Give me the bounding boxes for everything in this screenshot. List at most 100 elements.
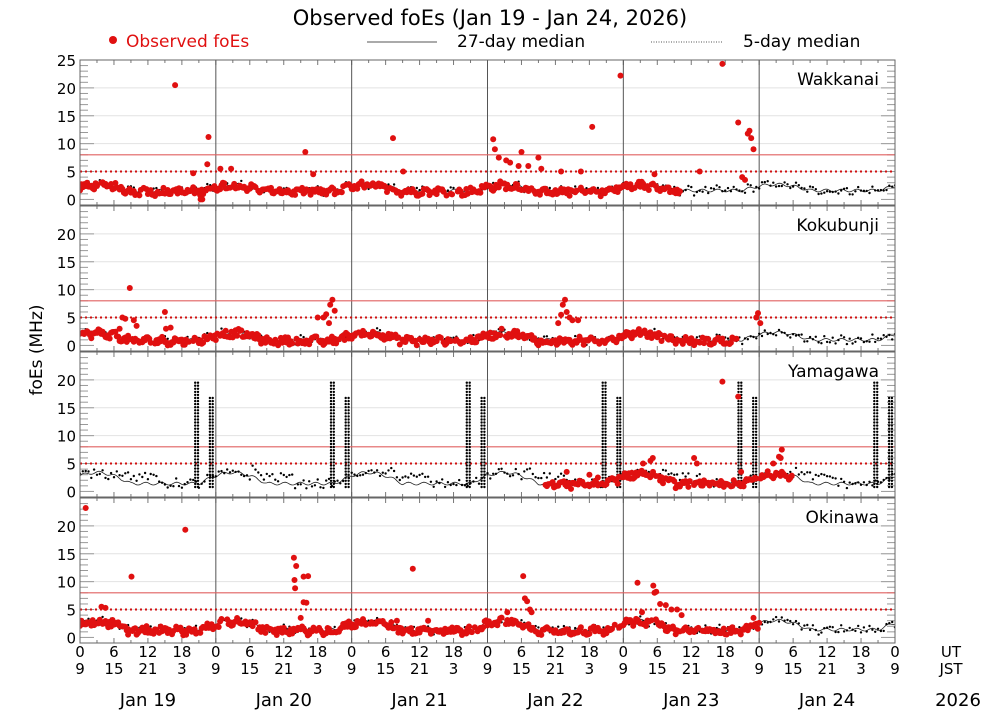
observed-point <box>719 335 726 342</box>
median-5day-spike-point <box>619 461 622 464</box>
median-5day-spike-point <box>194 467 197 470</box>
median-5day-point <box>806 190 809 193</box>
observed-point <box>649 455 656 461</box>
observed-point <box>221 180 228 187</box>
median-5day-spike-point <box>465 485 468 489</box>
median-5day-spike-point <box>604 393 607 397</box>
median-5day-spike-point <box>740 436 743 440</box>
median-5day-spike-point <box>604 442 607 446</box>
median-5day-point <box>392 183 396 186</box>
median-5day-spike-point <box>890 399 894 403</box>
median-5day-point <box>214 475 217 478</box>
median-5day-point <box>828 475 832 478</box>
median-5day-spike-point <box>873 427 876 430</box>
median-5day-spike-point <box>211 421 214 424</box>
median-5day-spike-point <box>208 412 212 415</box>
median-5day-spike-point <box>876 452 879 455</box>
median-5day-spike-point <box>754 433 758 436</box>
median-5day-spike-point <box>329 415 333 418</box>
median-5day-point <box>772 333 775 336</box>
median-5day-spike-point <box>740 439 743 443</box>
observed-point <box>555 320 562 327</box>
median-5day-spike-point <box>347 433 350 436</box>
observed-point <box>234 332 241 339</box>
median-5day-spike-point <box>196 442 200 446</box>
median-5day-point <box>817 633 820 636</box>
median-5day-spike-point <box>211 402 214 406</box>
median-5day-point <box>859 189 863 192</box>
median-5day-spike-point <box>887 452 891 455</box>
median-5day-point <box>786 334 789 337</box>
median-5day-point <box>299 334 302 337</box>
observed-point <box>674 606 681 613</box>
median-5day-point <box>409 472 413 475</box>
median-5day-spike-point <box>196 470 200 473</box>
median-5day-point <box>687 472 690 475</box>
median-5day-spike-point <box>344 402 347 406</box>
median-5day-spike-point <box>196 402 200 406</box>
median-5day-point <box>333 625 336 629</box>
median-5day-point <box>449 483 452 487</box>
median-5day-spike-point <box>468 461 471 464</box>
median-5day-spike-point <box>873 445 876 449</box>
median-5day-spike-point <box>619 452 622 455</box>
observed-point <box>128 573 135 580</box>
median-5day-spike-point <box>876 393 879 397</box>
median-5day-spike-point <box>480 470 483 473</box>
median-5day-spike-point <box>465 409 468 412</box>
median-5day-spike-point <box>876 384 879 387</box>
median-5day-point <box>109 471 113 475</box>
observed-point <box>408 625 415 632</box>
median-5day-spike-point <box>347 421 350 424</box>
median-5day-spike-point <box>347 445 350 449</box>
median-5day-spike-point <box>740 381 743 384</box>
median-5day-spike-point <box>873 485 876 489</box>
median-5day-point <box>667 473 670 476</box>
median-5day-point <box>302 479 305 482</box>
median-5day-spike-point <box>890 461 894 464</box>
median-5day-point <box>378 329 382 332</box>
median-5day-spike-point <box>754 482 758 486</box>
median-5day-spike-point <box>876 415 879 418</box>
median-5day-point <box>378 474 382 478</box>
median-5day-spike-point <box>619 445 622 449</box>
median-5day-spike-point <box>465 452 468 455</box>
median-5day-spike-point <box>208 473 212 476</box>
median-5day-spike-point <box>211 455 214 458</box>
median-5day-spike-point <box>194 396 197 400</box>
median-5day-spike-point <box>194 433 197 436</box>
median-5day-point <box>486 472 489 475</box>
median-5day-spike-point <box>196 384 200 387</box>
median-5day-spike-point <box>601 418 604 421</box>
x-tick-label-ut: 18 <box>308 643 327 661</box>
median-5day-point <box>670 472 673 475</box>
median-5day-point <box>104 476 107 480</box>
median-5day-spike-point <box>208 421 212 424</box>
median-5day-spike-point <box>211 424 214 427</box>
median-5day-spike-point <box>619 427 622 430</box>
median-5day-spike-point <box>468 384 471 387</box>
observed-point <box>639 609 645 616</box>
median-5day-point <box>874 340 877 344</box>
median-5day-point <box>797 184 800 187</box>
median-5day-spike-point <box>890 421 894 424</box>
median-5day-point <box>217 470 220 473</box>
observed-point <box>735 393 742 400</box>
median-5day-spike-point <box>468 452 471 455</box>
median-5day-spike-point <box>468 393 471 397</box>
median-5day-point <box>828 190 832 193</box>
median-5day-spike-point <box>329 473 333 476</box>
median-5day-spike-point <box>752 418 755 421</box>
median-5day-spike-point <box>752 421 755 424</box>
median-5day-spike-point <box>873 421 876 424</box>
median-5day-point <box>141 475 144 479</box>
observed-point <box>396 341 403 348</box>
median-5day-spike-point <box>194 445 197 449</box>
median-5day-point <box>392 469 396 473</box>
median-5day-point <box>302 335 305 339</box>
median-5day-spike-point <box>890 485 894 489</box>
median-5day-spike-point <box>329 402 333 406</box>
observed-point <box>705 336 712 342</box>
median-5day-point <box>472 480 475 483</box>
median-5day-spike-point <box>604 381 607 384</box>
